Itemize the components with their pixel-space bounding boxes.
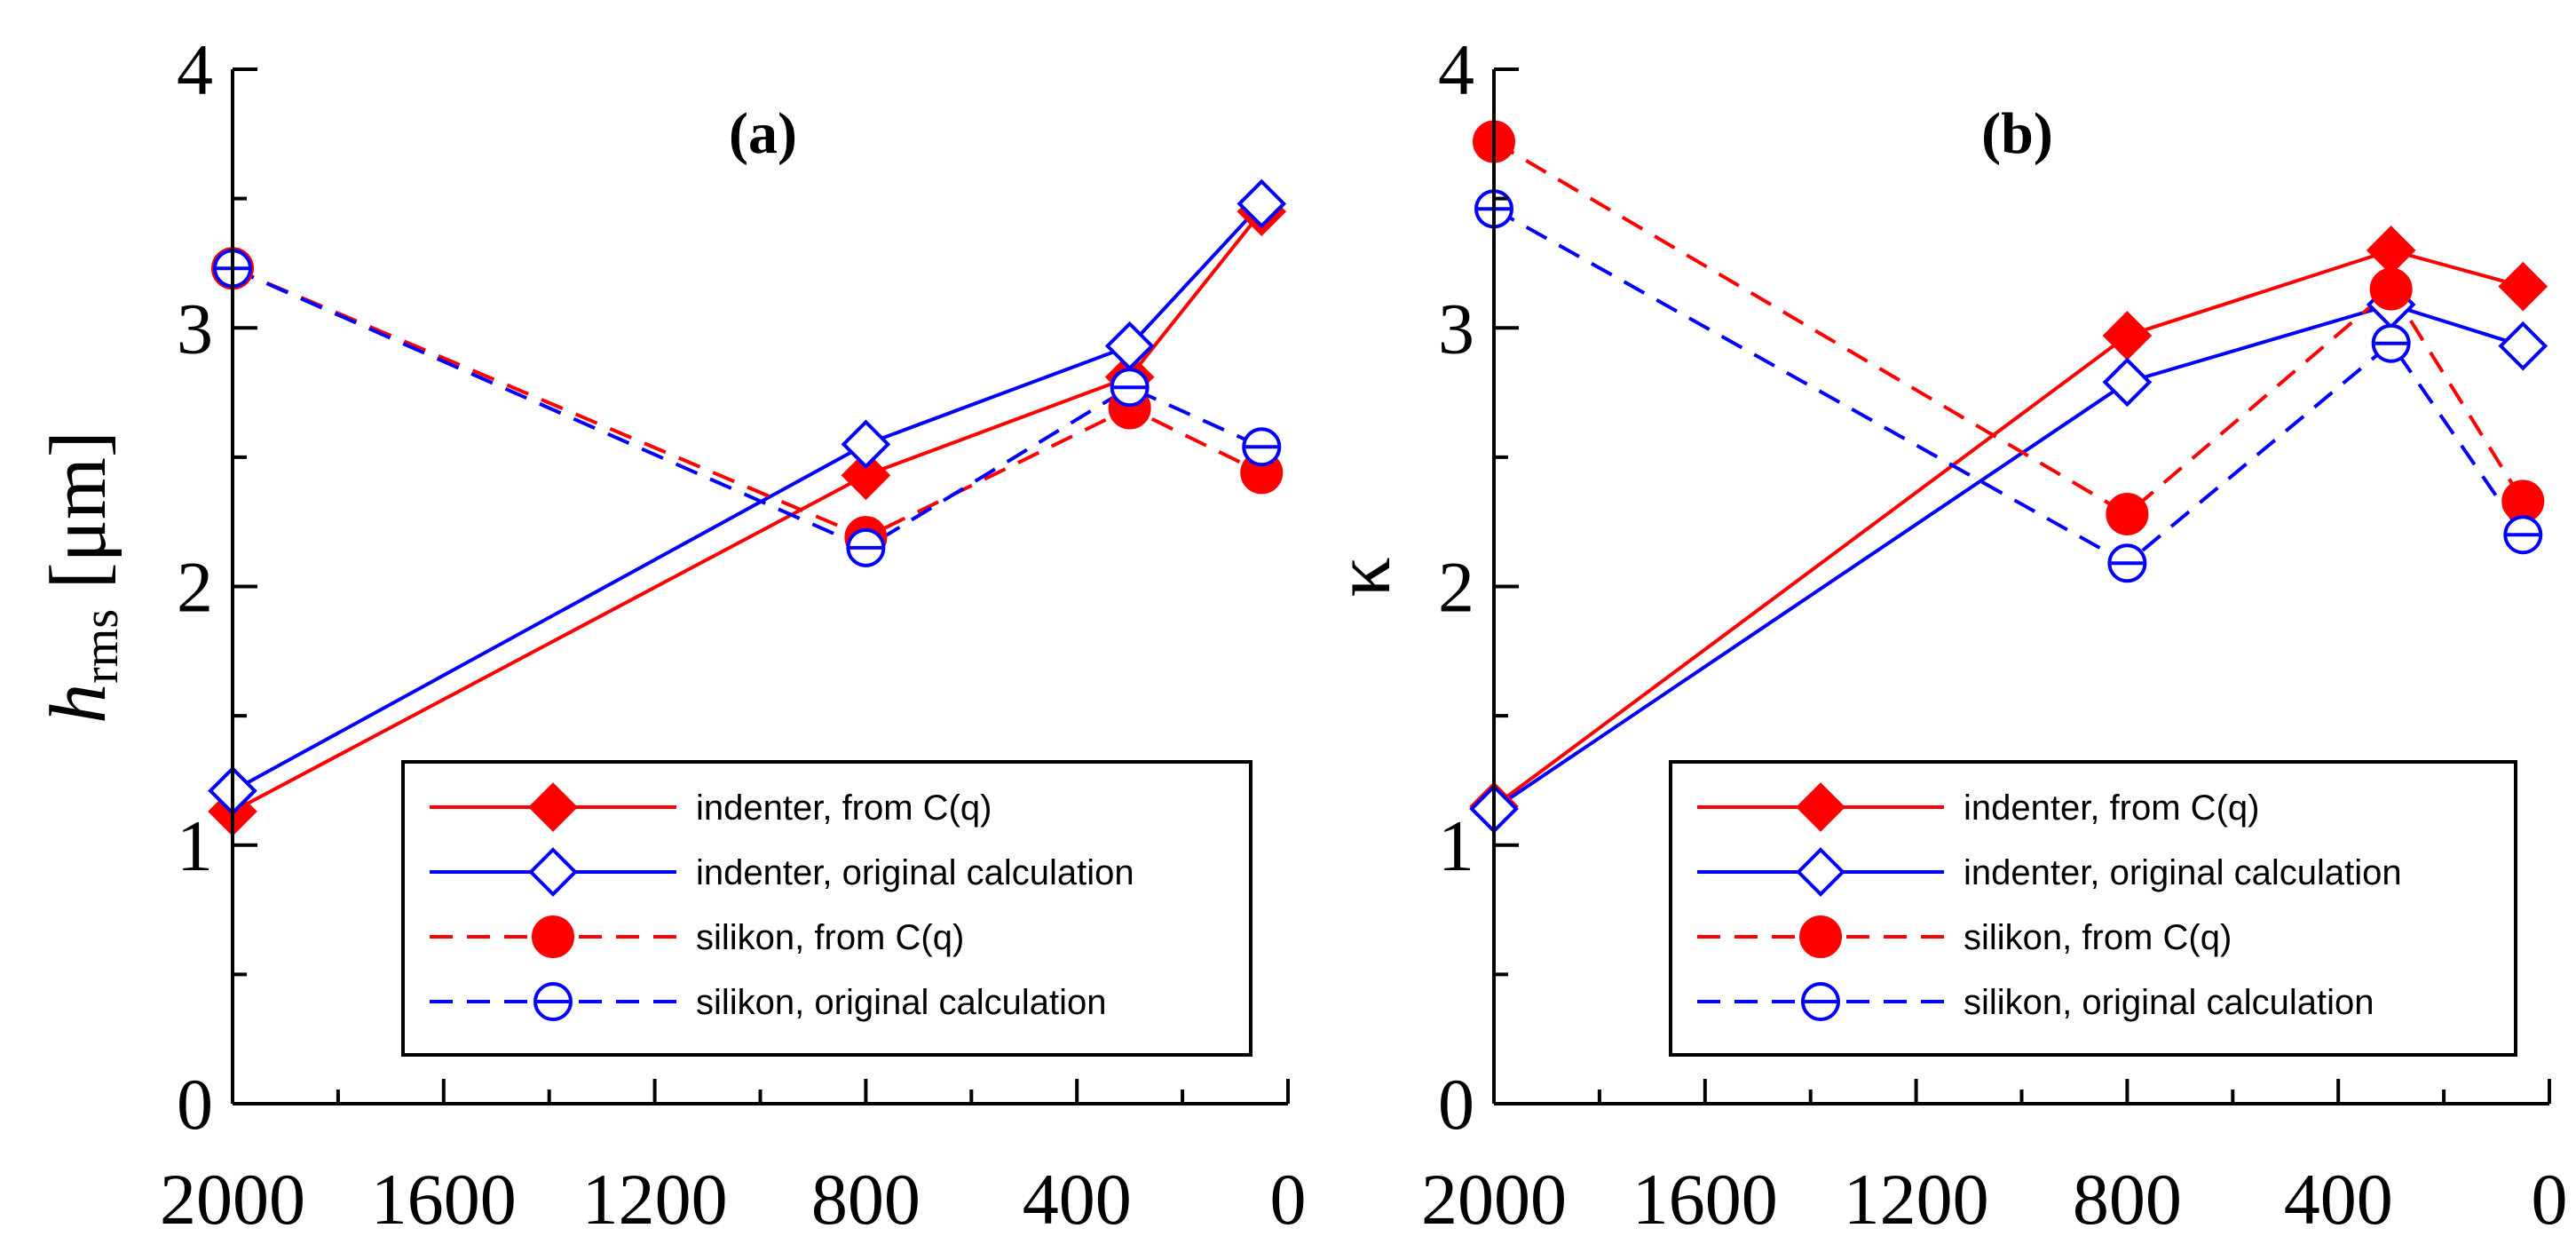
series-4-point <box>1242 427 1282 467</box>
y-axis-title: κ <box>1319 557 1407 597</box>
y-axis-title-main: κ <box>1319 557 1407 597</box>
legend-marker-2 <box>1796 847 1845 897</box>
legend-label-3: silikon, from C(q) <box>1964 918 2232 957</box>
legend-label-2: indenter, original calculation <box>696 853 1134 892</box>
legend-label-2: indenter, original calculation <box>1964 853 2402 892</box>
legend-marker-1 <box>1796 782 1845 832</box>
y-tick-label: 2 <box>1438 547 1474 628</box>
series-3-point <box>2369 267 2413 311</box>
x-tick-label: 800 <box>811 1159 921 1240</box>
legend-label-4: silikon, original calculation <box>696 983 1106 1022</box>
legend-label-3: silikon, from C(q) <box>696 918 964 957</box>
y-tick-label: 3 <box>177 288 213 368</box>
series-4-point <box>846 527 886 567</box>
y-tick-label: 4 <box>1438 29 1474 110</box>
y-axis-title-unit: [μm] <box>35 431 122 609</box>
series-2-point <box>1237 178 1287 229</box>
x-tick-label: 400 <box>1023 1159 1132 1240</box>
legend-marker-3 <box>532 915 574 958</box>
series-3-point <box>2106 492 2149 535</box>
panel-label: (a) <box>729 101 797 166</box>
series-line-1 <box>1492 248 2524 808</box>
y-tick-label: 0 <box>1438 1064 1474 1145</box>
y-tick-label: 3 <box>1438 288 1474 368</box>
legend-marker-3 <box>1799 915 1842 958</box>
legend-label-1: indenter, from C(q) <box>1964 788 2259 828</box>
series-1-point <box>2102 311 2153 361</box>
series-line-3 <box>1492 139 2525 516</box>
series-line-4 <box>232 266 1263 550</box>
series-1-point <box>2498 261 2548 312</box>
legend: indenter, from C(q) indenter, original ca… <box>401 760 1252 1057</box>
series-line-4 <box>1493 207 2525 566</box>
chart-panel-b: 2000 1600 1200 800 400 0 0 1 2 3 4 κ (b) indenter, fr… <box>1319 29 2568 1240</box>
series-line-2 <box>232 202 1263 793</box>
series-4-point <box>2503 515 2543 555</box>
series-1-point <box>841 450 891 501</box>
series-4-point <box>2107 543 2147 583</box>
x-tick-label: 1600 <box>371 1159 517 1240</box>
legend-marker-1 <box>528 782 578 832</box>
legend-label-1: indenter, from C(q) <box>696 788 992 828</box>
series-line-1 <box>232 210 1263 813</box>
x-tick-label: 2000 <box>1421 1159 1567 1240</box>
y-tick-label: 4 <box>177 29 213 110</box>
y-tick-label: 2 <box>177 547 213 628</box>
y-tick-label: 1 <box>177 805 213 886</box>
series-2-point <box>841 419 891 470</box>
series-4-point <box>2371 323 2411 363</box>
y-axis-title-main: h <box>35 684 122 724</box>
legend-label-4: silikon, original calculation <box>1964 983 2374 1022</box>
y-axis-title-subscript: rms <box>74 609 129 684</box>
x-tick-label: 400 <box>2284 1159 2393 1240</box>
legend-marker-4 <box>533 982 573 1021</box>
y-tick-label: 1 <box>1438 805 1474 886</box>
x-tick-label: 0 <box>1270 1159 1307 1240</box>
legend: indenter, from C(q) indenter, original ca… <box>1669 760 2517 1057</box>
series-1-point <box>2366 226 2416 275</box>
x-tick-label: 1600 <box>1632 1159 1778 1240</box>
x-tick-label: 0 <box>2532 1159 2568 1240</box>
x-tick-label: 1200 <box>582 1159 728 1240</box>
x-tick-label: 1200 <box>1844 1159 1989 1240</box>
x-tick-label: 2000 <box>160 1159 305 1240</box>
y-tick-label: 0 <box>177 1064 213 1145</box>
panel-label: (b) <box>1981 101 2053 166</box>
legend-marker-2 <box>528 847 578 897</box>
legend-marker-4 <box>1801 982 1840 1021</box>
series-line-3 <box>232 266 1263 540</box>
chart-panel-a: 2000 1600 1200 800 400 0 0 1 2 3 4 hrms [μm] (a) inde… <box>35 29 1307 1240</box>
x-tick-label: 800 <box>2073 1159 2182 1240</box>
series-4-point <box>1110 368 1150 408</box>
series-2-point <box>2102 357 2153 408</box>
series-2-point <box>2498 321 2548 371</box>
series-line-2 <box>1492 303 2524 811</box>
y-axis-title: hrms [μm] <box>35 431 129 724</box>
